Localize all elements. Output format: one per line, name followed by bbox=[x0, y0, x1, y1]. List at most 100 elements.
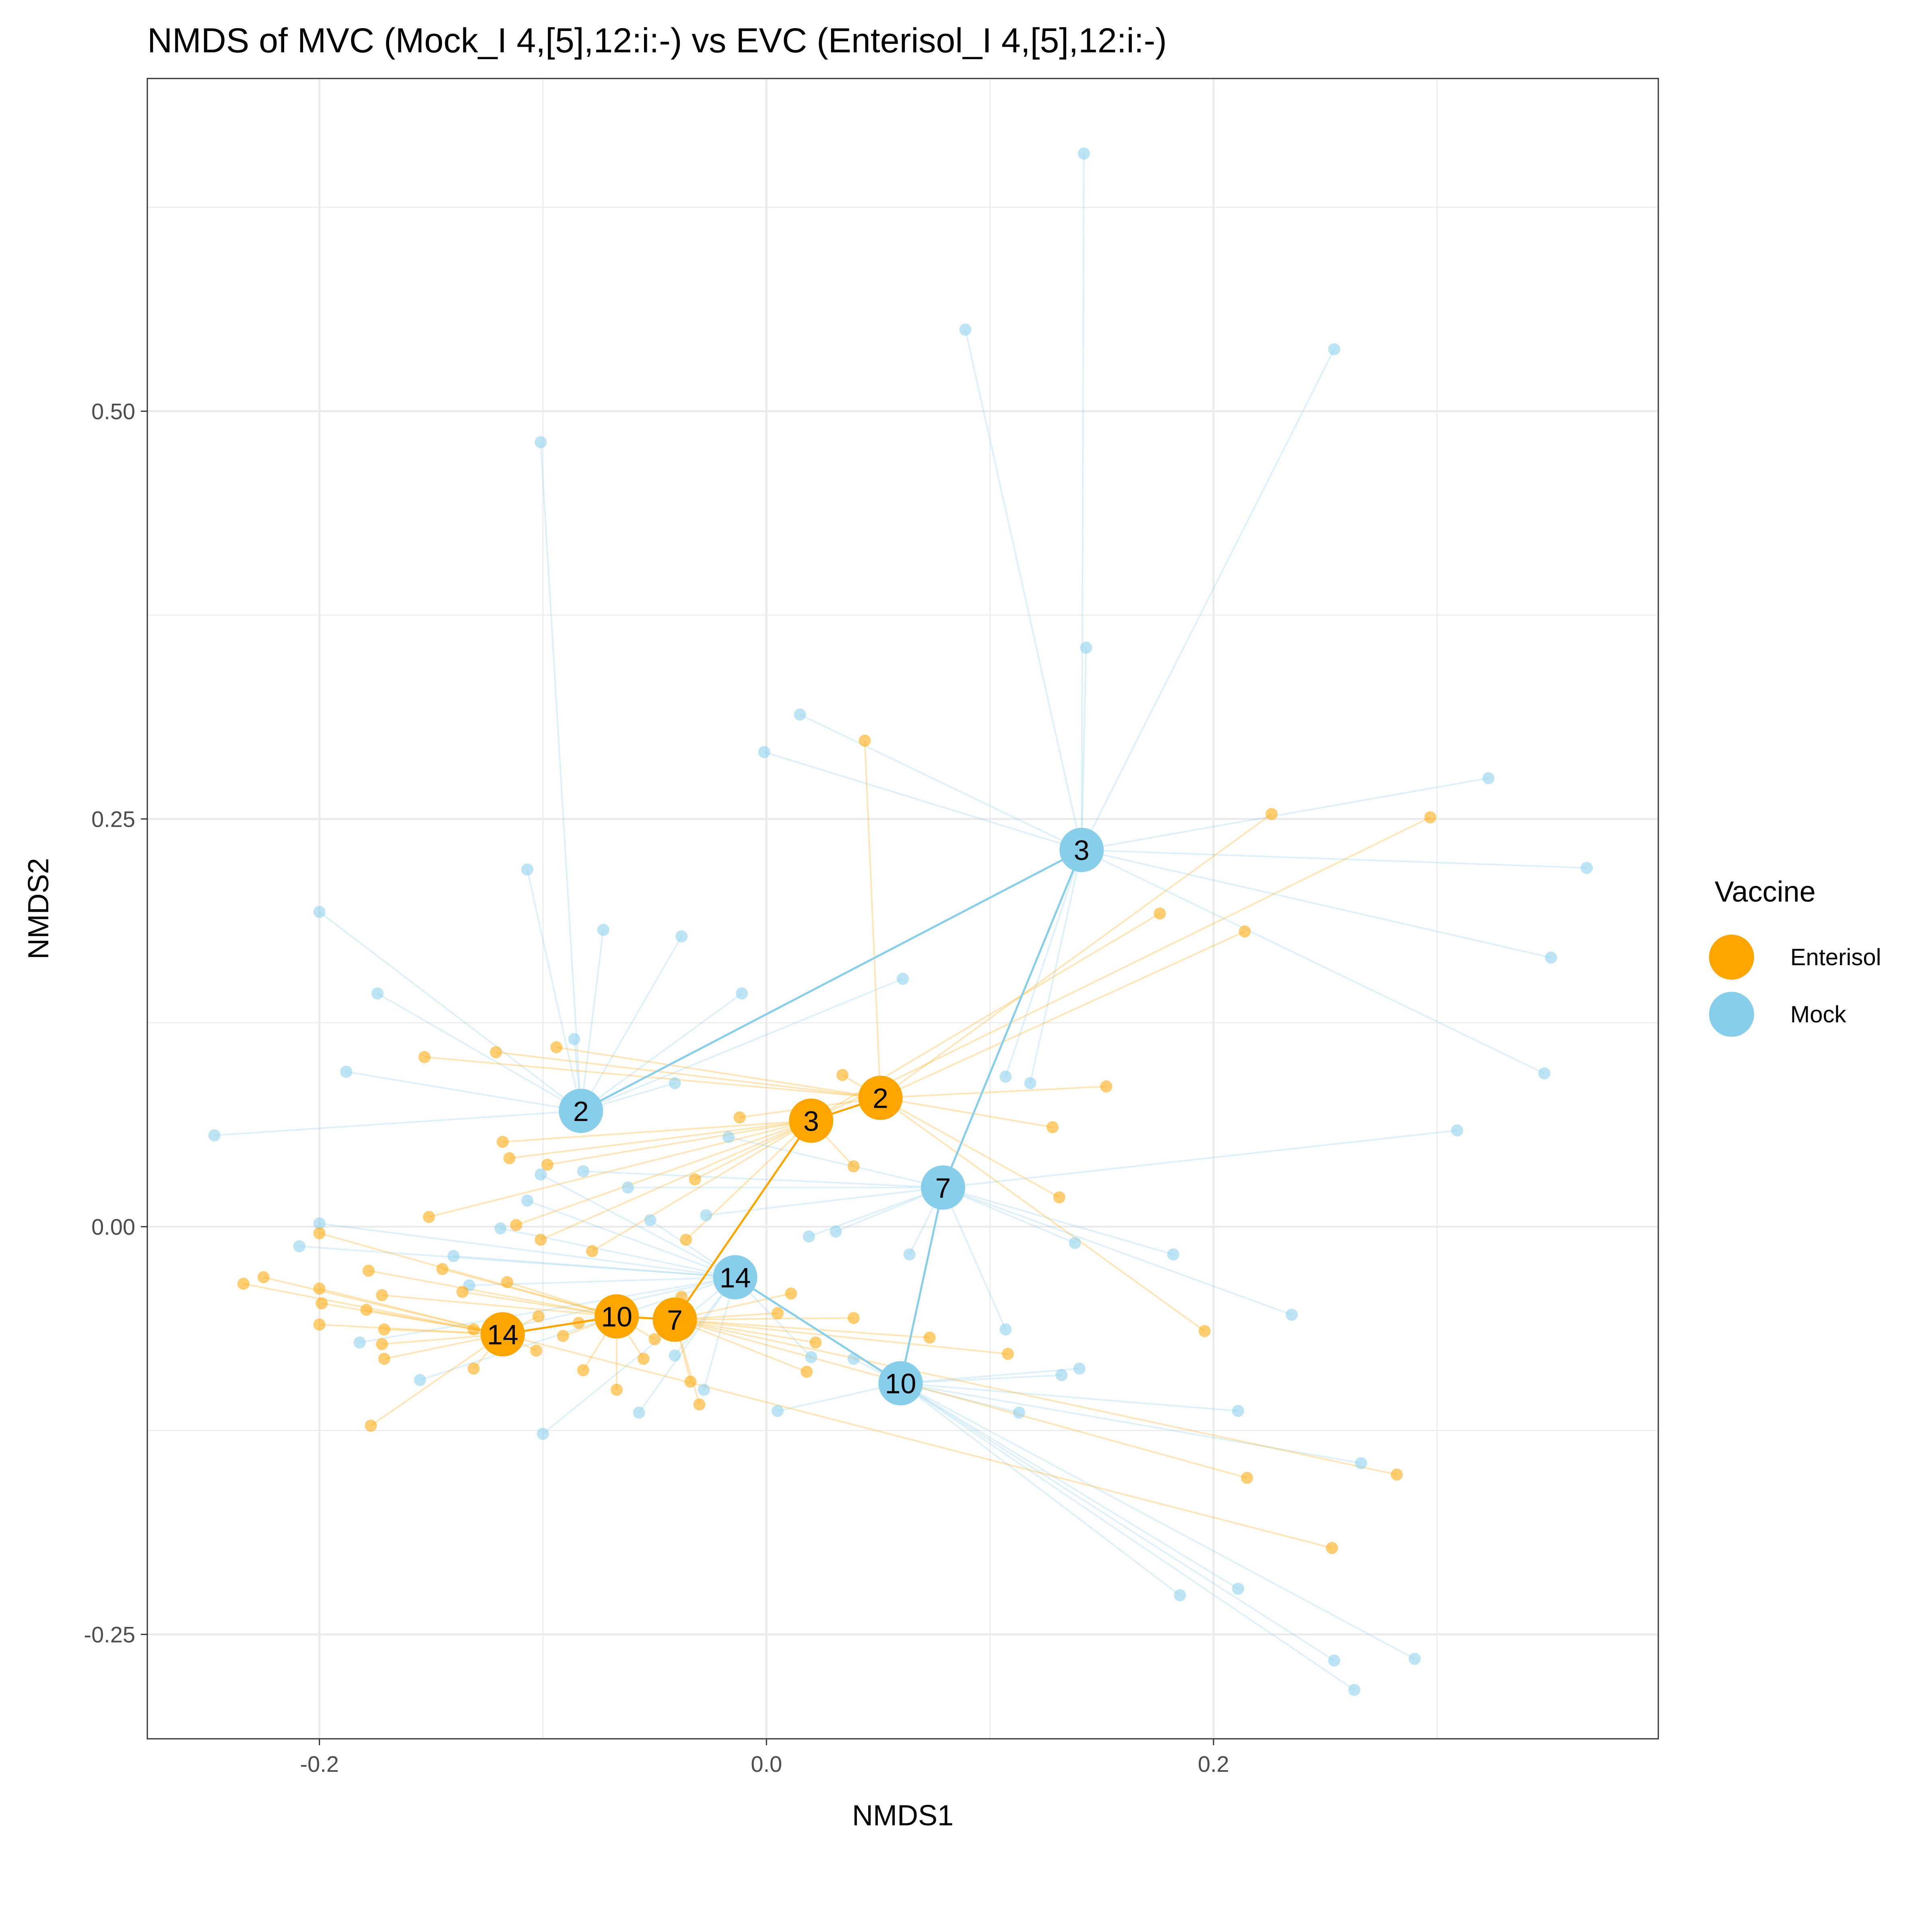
mock-sample-point bbox=[1077, 147, 1090, 160]
sample-points bbox=[208, 147, 1593, 1696]
enterisol-connector-line bbox=[864, 741, 881, 1098]
enterisol-centroid-label: 14 bbox=[487, 1319, 518, 1350]
mock-connector-line bbox=[540, 442, 582, 1111]
enterisol-connector-line bbox=[366, 1309, 503, 1335]
enterisol-sample-point bbox=[772, 1307, 784, 1319]
mock-sample-point bbox=[903, 1248, 916, 1261]
enterisol-centroid-label: 7 bbox=[667, 1305, 683, 1336]
enterisol-connector-line bbox=[592, 1120, 812, 1252]
mock-centroid-day-3 bbox=[1059, 828, 1104, 872]
mock-sample-point bbox=[1069, 1237, 1081, 1249]
enterisol-connector-line bbox=[880, 1097, 1060, 1198]
enterisol-sample-point bbox=[501, 1276, 514, 1288]
enterisol-sample-point bbox=[577, 1364, 589, 1377]
enterisol-sample-point bbox=[847, 1312, 860, 1324]
enterisol-sample-point bbox=[1241, 1472, 1253, 1484]
enterisol-connector-line bbox=[556, 1046, 881, 1099]
mock-connector-line bbox=[900, 1382, 1335, 1662]
mock-connector-line bbox=[706, 1187, 943, 1216]
mock-sample-point bbox=[794, 708, 806, 721]
mock-sample-point bbox=[1073, 1362, 1086, 1375]
mock-sample-point bbox=[669, 1349, 681, 1362]
enterisol-sample-point bbox=[456, 1286, 469, 1298]
enterisol-sample-point bbox=[1053, 1191, 1065, 1203]
enterisol-centroid-label: 10 bbox=[601, 1301, 632, 1333]
enterisol-connector-line bbox=[675, 1319, 930, 1339]
grid bbox=[147, 78, 1658, 1739]
enterisol-sample-point bbox=[923, 1331, 936, 1344]
legend-swatch-enterisol bbox=[1709, 935, 1754, 980]
mock-connector-line bbox=[900, 1382, 1238, 1412]
chart-title: NMDS of MVC (Mock_I 4,[5],12:i:-) vs EVC… bbox=[147, 21, 1167, 60]
enterisol-centroid-day-14 bbox=[480, 1312, 525, 1357]
mock-sample-point bbox=[494, 1222, 507, 1234]
mock-connector-line bbox=[1081, 153, 1085, 850]
enterisol-sample-point bbox=[809, 1336, 822, 1349]
mock-sample-point bbox=[669, 1077, 681, 1090]
mock-sample-point bbox=[537, 1428, 549, 1440]
enterisol-connector-line bbox=[675, 1319, 1247, 1479]
enterisol-sample-point bbox=[836, 1069, 849, 1081]
enterisol-sample-point bbox=[257, 1271, 270, 1284]
enterisol-sample-point bbox=[1424, 811, 1437, 824]
mock-centroid-label: 3 bbox=[1074, 835, 1090, 866]
mock-sample-point bbox=[999, 1070, 1012, 1083]
mock-sample-point bbox=[568, 1033, 580, 1045]
mock-connector-line bbox=[580, 993, 743, 1112]
enterisol-connector-line bbox=[540, 1120, 812, 1241]
mock-sample-point bbox=[644, 1214, 656, 1226]
mock-sample-point bbox=[597, 924, 609, 936]
enterisol-connector-line bbox=[319, 1232, 617, 1317]
enterisol-sample-point bbox=[362, 1265, 375, 1277]
mock-sample-point bbox=[340, 1065, 353, 1078]
mock-sample-point bbox=[698, 1383, 710, 1396]
mock-sample-point bbox=[621, 1181, 634, 1194]
mock-connector-line bbox=[319, 911, 582, 1112]
mock-sample-point bbox=[700, 1209, 712, 1222]
mock-connector-line bbox=[580, 936, 682, 1111]
mock-connector-line bbox=[900, 1382, 1239, 1589]
mock-connector-line bbox=[1081, 648, 1087, 850]
mock-sample-point bbox=[414, 1374, 426, 1386]
mock-sample-point bbox=[1581, 862, 1593, 874]
enterisol-sample-point bbox=[611, 1383, 623, 1396]
enterisol-sample-point bbox=[733, 1111, 746, 1124]
enterisol-connector-line bbox=[547, 1120, 811, 1166]
mock-connector-line bbox=[1081, 849, 1545, 1074]
legend-label-enterisol: Enterisol bbox=[1790, 944, 1881, 970]
enterisol-connector-line bbox=[243, 1283, 503, 1335]
enterisol-sample-point bbox=[1154, 907, 1166, 920]
mock-sample-point bbox=[1408, 1653, 1421, 1665]
enterisol-connector-line bbox=[880, 1097, 1205, 1332]
legend: Vaccine Enterisol Mock bbox=[1709, 876, 1881, 1037]
enterisol-centroid-label: 2 bbox=[873, 1083, 888, 1114]
legend-label-mock: Mock bbox=[1790, 1001, 1847, 1028]
mock-connector-line bbox=[1081, 777, 1489, 851]
enterisol-centroid-day-3 bbox=[789, 1098, 834, 1143]
enterisol-sample-point bbox=[467, 1323, 480, 1335]
mock-sample-point bbox=[447, 1250, 460, 1262]
mock-sample-point bbox=[1538, 1067, 1550, 1080]
x-tick-label: -0.2 bbox=[300, 1751, 339, 1777]
enterisol-sample-point bbox=[1100, 1080, 1113, 1093]
enterisol-sample-point bbox=[376, 1338, 388, 1350]
mock-sample-point bbox=[1167, 1248, 1179, 1261]
mock-sample-point bbox=[758, 746, 770, 758]
mock-connector-line bbox=[469, 1276, 735, 1286]
mock-sample-point bbox=[577, 1165, 589, 1177]
enterisol-connector-line bbox=[429, 1120, 811, 1218]
enterisol-sample-point bbox=[313, 1318, 326, 1331]
mock-sample-point bbox=[1174, 1589, 1186, 1602]
enterisol-connector-line bbox=[442, 1268, 617, 1317]
mock-connector-line bbox=[377, 993, 582, 1112]
mock-sample-point bbox=[736, 987, 748, 1000]
mock-sample-point bbox=[535, 1168, 547, 1181]
mock-sample-point bbox=[1024, 1077, 1036, 1090]
mock-sample-point bbox=[1013, 1406, 1025, 1419]
enterisol-connector-line bbox=[880, 1086, 1106, 1099]
enterisol-connector-line bbox=[880, 931, 1245, 1099]
mock-sample-point bbox=[1355, 1457, 1367, 1470]
mock-sample-point bbox=[313, 906, 326, 918]
mock-sample-point bbox=[313, 1217, 326, 1230]
